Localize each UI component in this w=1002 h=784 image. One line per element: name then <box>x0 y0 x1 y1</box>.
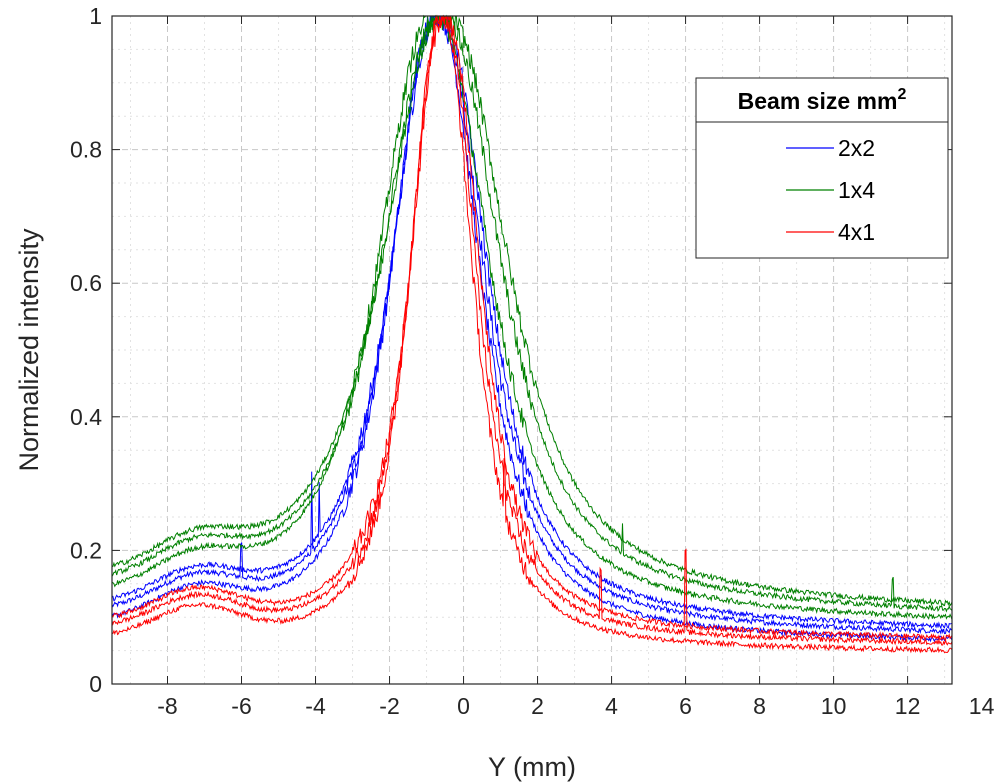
axes-frame <box>111 15 953 685</box>
x-tick-label: -6 <box>231 693 251 719</box>
x-tick-label: 10 <box>821 693 847 719</box>
series-line-2x2 <box>111 15 953 630</box>
x-tick-label: -4 <box>305 693 326 719</box>
x-tick-label: 2 <box>531 693 544 719</box>
legend-label-4x1: 4x1 <box>838 219 875 245</box>
x-tick-label: -8 <box>157 693 177 719</box>
y-tick-label: 0 <box>89 671 102 697</box>
legend-label-1x4: 1x4 <box>838 177 875 203</box>
legend-title-superscript: 2 <box>897 86 906 103</box>
x-axis-label: Y (mm) <box>488 752 576 782</box>
y-tick-label: 0.8 <box>70 137 102 163</box>
series-line-1x4 <box>111 14 953 620</box>
series-line-1x4 <box>111 14 953 613</box>
y-tick-label: 0.4 <box>70 404 102 430</box>
x-tick-label: 4 <box>605 693 618 719</box>
x-tick-label: 12 <box>895 693 921 719</box>
ticks: -8 -6 -4 -2 0 2 4 6 8 10 12 14 0 0.2 0.4 0.6 0.8 1 <box>70 3 995 719</box>
series-line-4x1 <box>111 14 953 654</box>
y-tick-label: 0.6 <box>70 270 102 296</box>
series-line-2x2 <box>111 15 953 635</box>
series-line-4x1 <box>111 15 953 641</box>
legend-items: 2x2 1x4 4x1 <box>786 135 875 245</box>
x-tick-label: 8 <box>753 693 766 719</box>
series-line-2x2 <box>111 15 953 643</box>
grid <box>112 16 952 684</box>
x-tick-label: 6 <box>679 693 692 719</box>
x-tick-label: 0 <box>457 693 470 719</box>
legend: Beam size mm2 2x2 1x4 4x1 <box>695 77 949 259</box>
legend-label-2x2: 2x2 <box>838 135 875 161</box>
x-tick-label: -2 <box>379 693 399 719</box>
y-tick-label: 1 <box>89 3 102 29</box>
legend-box <box>695 77 949 259</box>
legend-title-text: Beam size mm <box>738 88 898 114</box>
series-line-4x1 <box>111 15 953 646</box>
x-tick-label: 14 <box>969 693 995 719</box>
y-axis-label: Normalized intensity <box>14 228 44 472</box>
y-tick-label: 0.2 <box>70 537 102 563</box>
series-line-1x4 <box>111 15 953 607</box>
plot-area <box>111 14 953 654</box>
legend-title: Beam size mm2 <box>738 86 907 114</box>
